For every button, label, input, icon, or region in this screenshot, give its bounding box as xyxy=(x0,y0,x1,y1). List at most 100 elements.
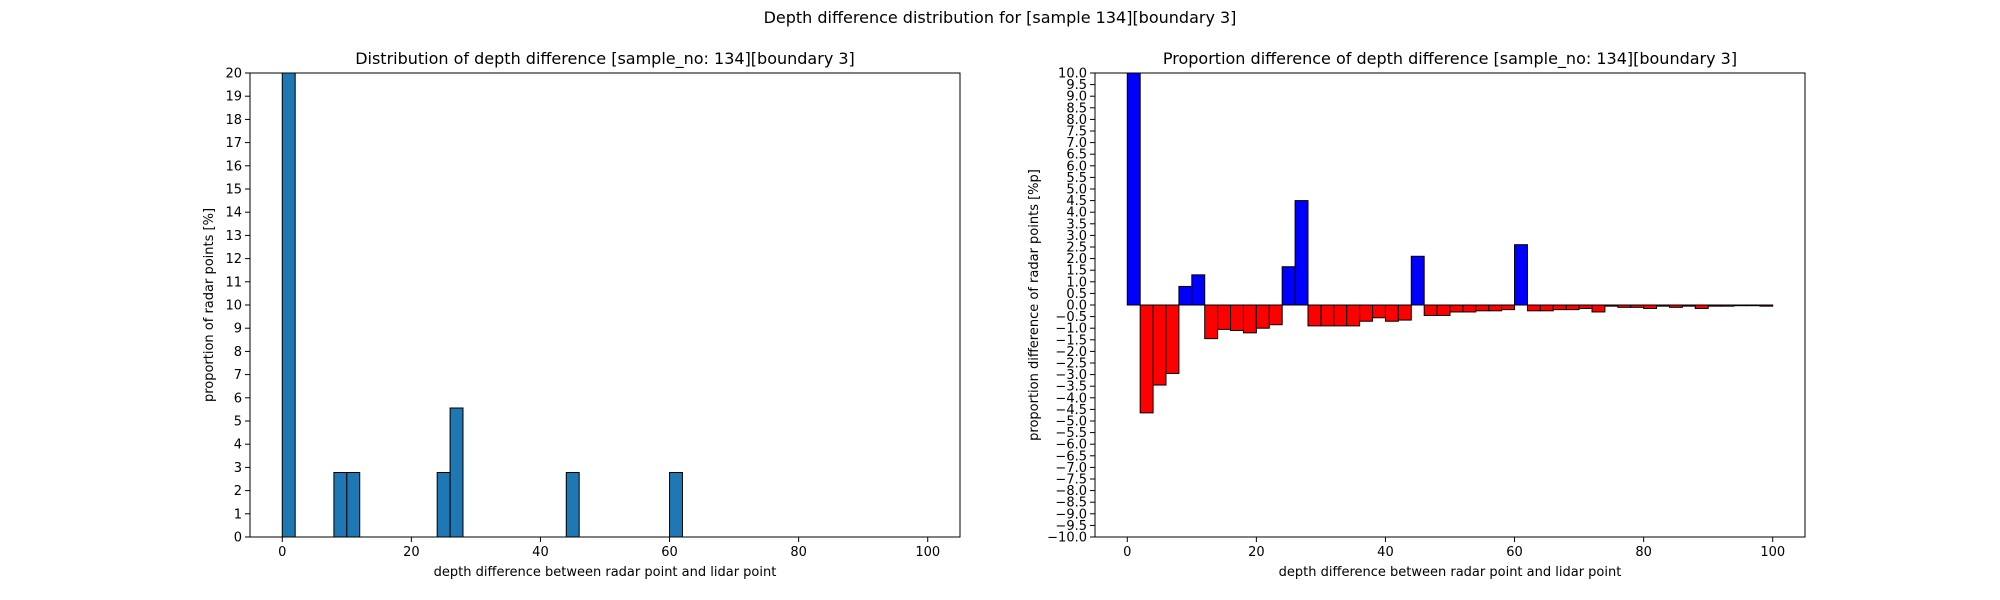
bar xyxy=(1359,304,1374,322)
bar xyxy=(1578,304,1593,309)
bar xyxy=(1591,304,1606,313)
bar xyxy=(1255,304,1270,329)
y-tick-label: 9.0 xyxy=(1066,90,1087,105)
bar xyxy=(669,472,683,538)
x-axis-label: depth difference between radar point and… xyxy=(434,565,777,580)
y-tick-label: −3.0 xyxy=(1055,368,1087,383)
chart-title: Proportion difference of depth differenc… xyxy=(1163,49,1737,69)
bar xyxy=(1617,304,1632,308)
y-tick-label: 19 xyxy=(225,90,242,105)
x-tick-label: 80 xyxy=(790,545,807,560)
x-tick-label: 40 xyxy=(532,545,549,560)
bar xyxy=(1397,304,1412,321)
bar xyxy=(1539,304,1554,312)
bar xyxy=(281,72,296,538)
bar xyxy=(1165,304,1180,374)
bar xyxy=(1668,304,1683,308)
y-tick-label: −5.0 xyxy=(1055,415,1087,430)
y-tick-label: 9.5 xyxy=(1066,78,1087,93)
bar xyxy=(1552,304,1567,311)
bar xyxy=(1294,200,1309,306)
bar xyxy=(1475,304,1490,312)
y-tick-label: 10.0 xyxy=(1058,67,1087,82)
bar xyxy=(1333,304,1348,327)
bar xyxy=(1759,304,1774,307)
figure-suptitle: Depth difference distribution for [sampl… xyxy=(763,8,1237,27)
bar xyxy=(1152,304,1167,386)
bar xyxy=(1242,304,1257,334)
bar xyxy=(1230,304,1244,332)
y-tick-label: 10 xyxy=(225,299,242,314)
bar xyxy=(1681,304,1696,307)
y-tick-label: 5.0 xyxy=(1066,183,1087,198)
y-tick-label: −8.5 xyxy=(1055,496,1087,511)
y-tick-label: 4.0 xyxy=(1066,206,1087,221)
x-tick-label: 100 xyxy=(1760,545,1785,560)
x-tick-label: 100 xyxy=(915,545,940,560)
y-tick-label: −1.5 xyxy=(1055,333,1087,348)
y-tick-label: −4.5 xyxy=(1055,403,1087,418)
bar xyxy=(1462,304,1477,313)
bar xyxy=(1733,304,1748,307)
y-tick-label: 5 xyxy=(234,415,242,430)
y-tick-label: 7.0 xyxy=(1066,136,1087,151)
y-tick-label: −10.0 xyxy=(1047,531,1087,546)
y-tick-label: 0 xyxy=(234,531,242,546)
bar xyxy=(1268,304,1283,326)
bar xyxy=(1501,304,1516,311)
y-tick-label: 17 xyxy=(225,136,242,151)
bar xyxy=(1204,304,1219,340)
bar xyxy=(1746,304,1761,307)
y-tick-label: 6.0 xyxy=(1066,159,1087,174)
y-tick-label: 14 xyxy=(225,206,242,221)
y-tick-label: 0.5 xyxy=(1066,287,1087,302)
y-tick-label: 18 xyxy=(225,113,242,128)
x-tick-label: 80 xyxy=(1635,545,1652,560)
y-tick-label: 4 xyxy=(234,438,242,453)
bar xyxy=(1126,72,1141,306)
x-tick-label: 20 xyxy=(403,545,420,560)
bar xyxy=(1139,304,1154,414)
y-tick-label: 3 xyxy=(234,461,242,476)
bar xyxy=(1423,304,1438,316)
y-tick-label: 7 xyxy=(234,368,242,383)
bar xyxy=(1191,274,1206,306)
y-tick-label: 11 xyxy=(225,275,242,290)
bar xyxy=(1178,285,1193,306)
y-axis-label: proportion of radar points [%] xyxy=(202,208,217,402)
y-tick-label: −8.0 xyxy=(1055,484,1087,499)
bar xyxy=(1694,304,1709,309)
y-tick-label: 9 xyxy=(234,322,242,337)
bar xyxy=(1488,304,1503,312)
x-axis-label: depth difference between radar point and… xyxy=(1279,565,1622,580)
bar xyxy=(1307,304,1322,327)
y-axis-label: proportion difference of radar points [%… xyxy=(1027,169,1042,441)
bar xyxy=(1346,304,1361,327)
y-tick-label: 2.0 xyxy=(1066,252,1087,267)
y-tick-label: −3.5 xyxy=(1055,380,1087,395)
y-tick-label: 12 xyxy=(225,252,242,267)
bar xyxy=(333,472,348,538)
y-tick-label: 3.5 xyxy=(1066,217,1087,232)
y-tick-label: −7.5 xyxy=(1055,473,1087,488)
y-tick-label: −6.0 xyxy=(1055,438,1087,453)
bar xyxy=(1281,266,1296,306)
bar xyxy=(565,472,580,538)
y-tick-label: 8.5 xyxy=(1066,101,1087,116)
y-tick-label: 2.5 xyxy=(1066,241,1087,256)
bar xyxy=(1372,304,1386,319)
bar xyxy=(1320,304,1335,327)
bar xyxy=(1436,304,1451,316)
x-tick-label: 20 xyxy=(1248,545,1265,560)
y-tick-label: −9.5 xyxy=(1055,519,1087,534)
x-tick-label: 60 xyxy=(661,545,678,560)
bar xyxy=(1384,304,1399,322)
bar xyxy=(1656,304,1670,307)
y-tick-label: 6 xyxy=(234,391,242,406)
bar xyxy=(1526,304,1541,312)
bar xyxy=(1707,304,1722,307)
left-histogram-chart: 0 20 40 60 80 1000123456789101112131415161718… xyxy=(202,49,961,580)
y-tick-label: −1.0 xyxy=(1055,322,1087,337)
x-tick-label: 0 xyxy=(278,545,286,560)
